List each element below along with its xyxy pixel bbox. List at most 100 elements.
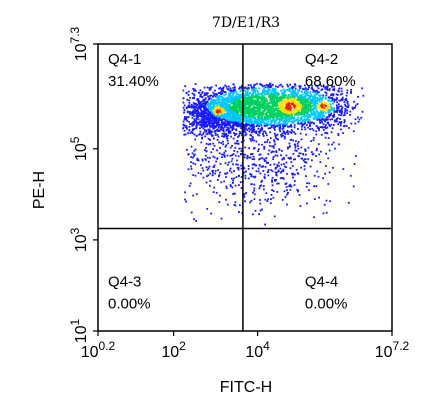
data-point [343, 119, 346, 121]
data-point [263, 108, 266, 111]
data-point [249, 109, 252, 112]
data-point [209, 117, 212, 120]
quadrant-name: Q4-1 [108, 51, 141, 68]
data-point [209, 104, 211, 107]
data-point [215, 114, 218, 117]
data-point [215, 116, 218, 119]
data-point [279, 115, 282, 118]
data-point [266, 171, 269, 174]
data-point [265, 124, 267, 127]
data-point [212, 116, 215, 119]
data-point [298, 88, 301, 91]
data-point [311, 100, 313, 102]
data-point [254, 164, 257, 167]
data-point [329, 125, 331, 128]
data-point [207, 123, 210, 126]
data-point [281, 91, 284, 94]
data-point [213, 127, 216, 129]
data-point [325, 131, 328, 134]
data-point [210, 99, 213, 102]
data-point [328, 171, 331, 174]
data-point [290, 121, 293, 123]
data-point [222, 104, 224, 107]
data-point [218, 113, 221, 116]
data-point [222, 87, 225, 90]
data-point [223, 180, 225, 183]
data-point [237, 163, 239, 166]
data-point [260, 184, 263, 187]
data-point [270, 198, 272, 200]
data-point [205, 92, 208, 94]
data-point [259, 202, 262, 205]
data-point [318, 118, 321, 121]
data-point [288, 185, 290, 188]
data-point [232, 121, 235, 124]
data-point [261, 103, 264, 105]
data-point [293, 124, 296, 127]
data-point [232, 100, 235, 102]
data-point [329, 109, 332, 112]
data-point [304, 87, 307, 89]
data-point [297, 112, 299, 114]
data-point [240, 123, 243, 126]
data-point [225, 85, 228, 88]
data-point [200, 126, 203, 128]
data-point [252, 88, 255, 91]
data-point [259, 185, 261, 188]
data-point [274, 121, 277, 124]
data-point [201, 104, 204, 107]
data-point [332, 166, 334, 169]
data-point [314, 91, 316, 94]
data-point [260, 97, 262, 100]
data-point [289, 120, 292, 123]
data-point [247, 84, 250, 86]
data-point [237, 168, 240, 171]
data-point [333, 107, 335, 109]
data-point [199, 89, 202, 92]
data-point [292, 122, 294, 124]
data-point [340, 121, 343, 123]
data-point [247, 127, 250, 130]
data-point [350, 90, 352, 93]
data-point [273, 163, 276, 166]
data-point [210, 131, 213, 134]
data-point [253, 86, 255, 89]
data-point [287, 111, 290, 113]
data-point [245, 108, 248, 111]
data-point [310, 111, 312, 114]
data-point [255, 140, 258, 143]
data-point [291, 117, 294, 120]
data-point [327, 106, 330, 108]
data-point [327, 99, 330, 102]
data-point [287, 99, 289, 101]
data-point [240, 176, 243, 178]
data-point [253, 119, 256, 122]
data-point [227, 97, 230, 100]
data-point [205, 106, 207, 109]
data-point [287, 89, 289, 91]
data-point [347, 201, 350, 204]
data-point [244, 127, 246, 130]
data-point [238, 119, 241, 122]
data-point [211, 111, 214, 114]
data-point [278, 118, 281, 120]
data-point [320, 101, 323, 104]
data-point [276, 115, 279, 118]
data-point [225, 113, 227, 115]
data-point [216, 95, 219, 98]
data-point [328, 113, 331, 116]
data-point [286, 123, 289, 126]
data-point [289, 183, 292, 186]
data-point [277, 99, 280, 102]
data-point [236, 122, 239, 124]
data-point [232, 111, 235, 114]
data-point [253, 146, 256, 149]
data-point [269, 137, 272, 140]
data-point [249, 125, 252, 128]
data-point [292, 92, 295, 94]
data-point [199, 95, 202, 98]
data-point [301, 101, 303, 104]
data-point [327, 122, 329, 125]
data-point [276, 191, 279, 193]
data-point [247, 93, 250, 96]
